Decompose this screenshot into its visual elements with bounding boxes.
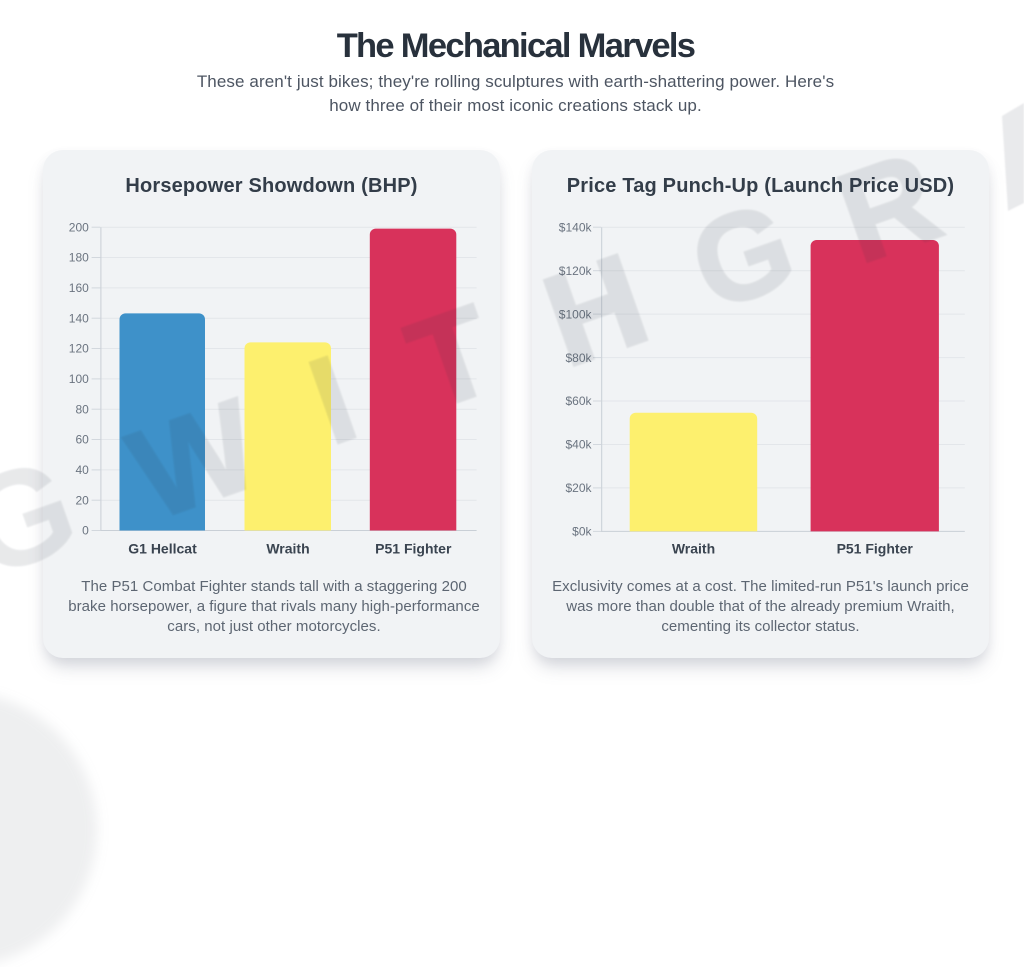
svg-text:P51 Fighter: P51 Fighter: [375, 541, 452, 557]
svg-text:$60k: $60k: [565, 394, 592, 408]
svg-text:Wraith: Wraith: [266, 541, 309, 557]
svg-text:20: 20: [75, 493, 89, 507]
svg-text:$100k: $100k: [559, 307, 593, 321]
svg-text:$0k: $0k: [572, 525, 592, 539]
svg-text:$20k: $20k: [565, 481, 592, 495]
svg-text:40: 40: [75, 463, 89, 477]
svg-text:P51 Fighter: P51 Fighter: [837, 541, 914, 557]
svg-text:60: 60: [75, 433, 89, 447]
svg-text:$40k: $40k: [565, 438, 592, 452]
svg-text:Wraith: Wraith: [672, 541, 715, 557]
svg-text:80: 80: [75, 402, 89, 416]
svg-text:$80k: $80k: [565, 351, 592, 365]
svg-text:G1 Hellcat: G1 Hellcat: [128, 541, 197, 557]
svg-text:$120k: $120k: [559, 264, 593, 278]
svg-text:100: 100: [69, 372, 89, 386]
svg-text:140: 140: [69, 311, 89, 325]
svg-text:180: 180: [69, 251, 89, 265]
svg-text:160: 160: [69, 281, 89, 295]
svg-text:$140k: $140k: [559, 220, 593, 234]
svg-text:200: 200: [69, 220, 89, 234]
svg-text:0: 0: [82, 524, 89, 538]
svg-text:120: 120: [69, 342, 89, 356]
